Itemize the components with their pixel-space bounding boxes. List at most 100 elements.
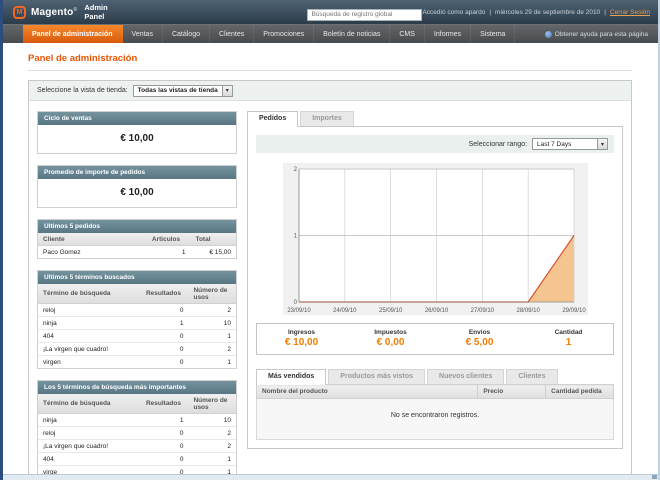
nav-item-promociones[interactable]: Promociones (254, 25, 314, 43)
range-selected: Last 7 Days (533, 141, 575, 148)
last-orders-card: Ultimos 5 pedidos Cliente Articulos Tota… (37, 219, 237, 259)
column-header: Resultados (141, 394, 189, 414)
table-row[interactable]: ninja 1 10 (38, 317, 236, 330)
table-row[interactable]: ¡La virgen que cuadro! 0 2 (38, 343, 236, 356)
svg-text:27/09/10: 27/09/10 (470, 308, 494, 314)
total-label: Impuestos (346, 329, 435, 336)
results-cell: 0 (141, 304, 189, 317)
table-row[interactable]: virgen 0 1 (38, 356, 236, 369)
results-cell: 0 (141, 343, 189, 356)
card-title: Ultimos 5 términos buscados (38, 271, 236, 284)
term-cell: ninja (38, 317, 141, 330)
page-content: Panel de administración Seleccione la vi… (3, 43, 658, 480)
table-row[interactable]: ninja 1 10 (38, 414, 236, 427)
table-row[interactable]: Paco Gomez 1 € 15,00 (38, 246, 236, 259)
logout-link[interactable]: Cerrar Sesión (610, 9, 650, 16)
svg-text:28/09/10: 28/09/10 (516, 308, 540, 314)
resize-grip[interactable] (652, 475, 657, 479)
page-help-link[interactable]: Obtener ayuda para esta página (545, 25, 658, 43)
table-row[interactable]: 404 0 1 (38, 330, 236, 343)
empty-row: No se encontraron registros. (257, 399, 614, 440)
top-search-terms-table: Término de búsqueda Resultados Número de… (38, 394, 236, 478)
totals-bar: Ingresos € 10,00 Impuestos € 0,00 Envios… (256, 323, 614, 355)
svg-text:24/09/10: 24/09/10 (333, 308, 357, 314)
tab-clientes[interactable]: Clientes (506, 369, 557, 384)
items-cell: 1 (147, 246, 191, 259)
column-header: Articulos (147, 233, 191, 246)
total-envios: Envios € 5,00 (435, 329, 524, 348)
svg-text:2: 2 (293, 167, 297, 173)
tab-pedidos[interactable]: Pedidos (247, 111, 298, 127)
table-row[interactable]: 404 0 1 (38, 453, 236, 466)
column-header: Número de usos (188, 284, 236, 304)
nav-item-boletin[interactable]: Boletín de noticias (314, 25, 390, 43)
window-footer-strip (3, 474, 658, 480)
nav-item-sistema[interactable]: Sistema (471, 25, 515, 43)
dashboard-panel: Seleccione la vista de tienda: Todas las… (28, 80, 632, 480)
svg-text:0: 0 (293, 300, 297, 306)
lifetime-sales-card: Ciclo de ventas € 10,00 (37, 111, 237, 154)
magento-logo: M Magento® Admin Panel (13, 3, 129, 21)
tab-mas-vendidos[interactable]: Más vendidos (256, 369, 326, 385)
nav-item-informes[interactable]: Informes (425, 25, 471, 43)
column-header: Término de búsqueda (38, 394, 141, 414)
results-cell: 0 (141, 356, 189, 369)
orders-area: Pedidos Importes Seleccionar rango: Last… (247, 111, 623, 479)
tab-importes[interactable]: Importes (300, 111, 354, 126)
nav-item-catalogo[interactable]: Catálogo (163, 25, 210, 43)
store-view-bar: Seleccione la vista de tienda: Todas las… (29, 81, 631, 101)
orders-tabs: Pedidos Importes (247, 111, 623, 126)
total-label: Cantidad (524, 329, 613, 336)
term-cell: virgen (38, 356, 141, 369)
logo-word: Magento® (31, 7, 77, 18)
nav-item-cms[interactable]: CMS (390, 25, 425, 43)
uses-cell: 1 (188, 356, 236, 369)
store-view-selected: Todas las vistas de tienda (134, 87, 222, 94)
global-search (307, 3, 422, 21)
results-cell: 1 (141, 414, 189, 427)
uses-cell: 10 (188, 414, 236, 427)
term-cell: 404 (38, 453, 141, 466)
uses-cell: 10 (188, 317, 236, 330)
orders-tab-panel: Seleccionar rango: Last 7 Days ▾ 23/09/1… (247, 126, 623, 449)
results-cell: 1 (141, 317, 189, 330)
logged-in-as: Accedió como apardo (422, 9, 485, 16)
range-bar: Seleccionar rango: Last 7 Days ▾ (256, 135, 614, 153)
results-cell: 0 (141, 427, 189, 440)
lifetime-sales-value: € 10,00 (38, 125, 236, 153)
nav-item-clientes[interactable]: Clientes (210, 25, 254, 43)
top-header-bar: M Magento® Admin Panel Accedió como apar… (3, 0, 658, 24)
average-orders-card: Promedio de importe de pedidos € 10,00 (37, 165, 237, 208)
svg-text:23/09/10: 23/09/10 (287, 308, 311, 314)
orders-chart-svg: 23/09/10 24/09/10 25/09/10 26/09/10 27/09/10… (283, 163, 588, 315)
uses-cell: 1 (188, 330, 236, 343)
table-row[interactable]: ¡La virgen que cuadro! 0 2 (38, 440, 236, 453)
term-cell: ninja (38, 414, 141, 427)
term-cell: 404 (38, 330, 141, 343)
svg-text:25/09/10: 25/09/10 (378, 308, 402, 314)
range-select[interactable]: Last 7 Days ▾ (532, 138, 608, 150)
report-tabs: Más vendidos Productos más vistos Nuevos… (256, 369, 614, 384)
nav-item-dashboard[interactable]: Panel de administración (23, 25, 123, 43)
table-row[interactable]: reloj 0 2 (38, 427, 236, 440)
term-cell: ¡La virgen que cuadro! (38, 440, 141, 453)
tab-productos-mas-vistos[interactable]: Productos más vistos (328, 369, 425, 384)
nav-item-ventas[interactable]: Ventas (123, 25, 163, 43)
column-header: Nombre del producto (257, 385, 478, 399)
store-view-select[interactable]: Todas las vistas de tienda ▾ (133, 85, 233, 97)
last-search-terms-table: Término de búsqueda Resultados Número de… (38, 284, 236, 368)
uses-cell: 1 (188, 453, 236, 466)
average-orders-value: € 10,00 (38, 179, 236, 207)
global-search-input[interactable] (307, 9, 422, 21)
table-row[interactable]: reloj 0 2 (38, 304, 236, 317)
results-cell: 0 (141, 453, 189, 466)
term-cell: reloj (38, 427, 141, 440)
tab-nuevos-clientes[interactable]: Nuevos clientes (427, 369, 504, 384)
column-header: Cliente (38, 233, 147, 246)
range-label: Seleccionar rango: (469, 141, 527, 148)
total-value: 1 (524, 337, 613, 348)
svg-text:26/09/10: 26/09/10 (424, 308, 448, 314)
top-search-terms-card: Los 5 términos de búsqueda más important… (37, 380, 237, 479)
page-title: Panel de administración (28, 53, 632, 64)
card-title: Promedio de importe de pedidos (38, 166, 236, 179)
